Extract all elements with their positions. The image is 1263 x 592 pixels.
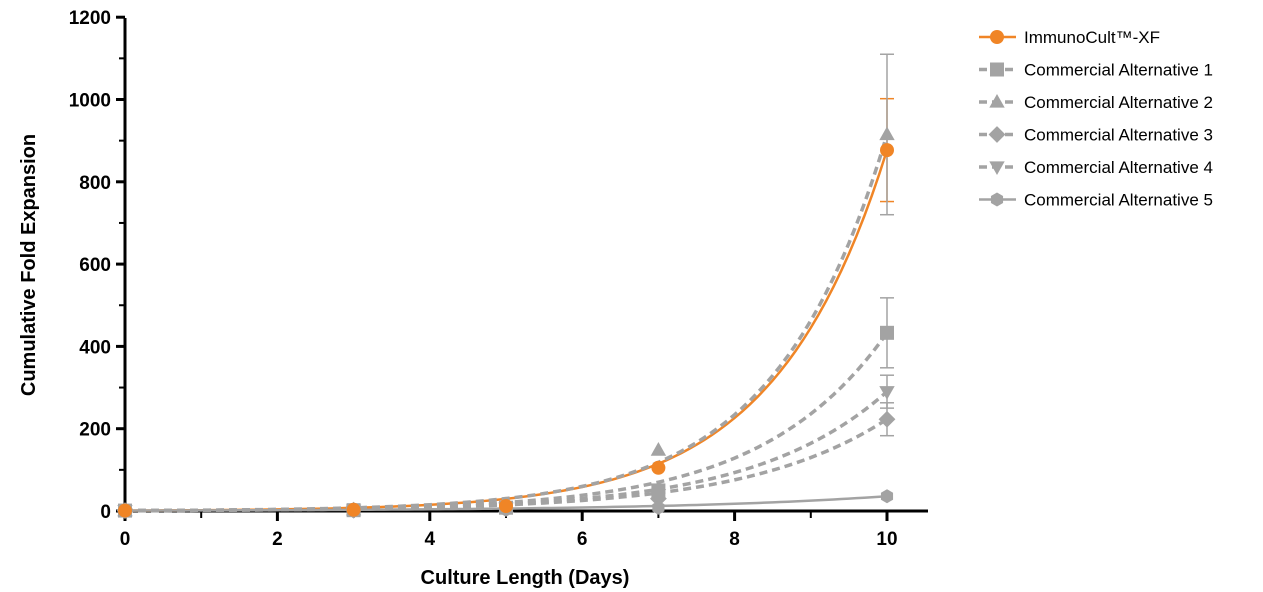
data-point xyxy=(878,410,896,428)
data-point xyxy=(346,502,361,517)
y-tick-label: 200 xyxy=(79,420,111,441)
data-point xyxy=(652,500,665,515)
data-point xyxy=(651,460,666,475)
x-tick-label: 0 xyxy=(120,529,131,550)
legend-label: Commercial Alternative 4 xyxy=(1024,158,1213,177)
fit-curves xyxy=(124,133,889,513)
legend-marker xyxy=(990,192,1004,207)
fit-curve-5 xyxy=(124,390,889,513)
legend-marker xyxy=(989,161,1005,176)
fit-curve-2 xyxy=(124,331,889,513)
x-tick-label: 10 xyxy=(876,529,897,550)
data-point xyxy=(880,489,894,504)
data-point xyxy=(118,503,132,518)
legend-item-4: Commercial Alternative 3 xyxy=(979,126,1213,145)
legend-label: ImmunoCult™-XF xyxy=(1024,28,1160,47)
legend-item-1: ImmunoCult™-XF xyxy=(979,28,1160,47)
legend-item-3: Commercial Alternative 2 xyxy=(979,93,1213,112)
legend-item-2: Commercial Alternative 1 xyxy=(979,61,1213,80)
y-axis-title: Cumulative Fold Expansion xyxy=(18,134,40,396)
x-tick-label: 6 xyxy=(577,529,588,550)
data-point xyxy=(879,126,895,141)
data-point xyxy=(650,488,667,503)
y-tick-label: 1200 xyxy=(69,8,111,29)
x-axis-ticks: 0 2 4 6 8 10 xyxy=(120,511,898,550)
data-point xyxy=(879,386,895,400)
legend-item-5: Commercial Alternative 4 xyxy=(979,158,1213,177)
fit-curve-3 xyxy=(124,133,889,513)
y-axis-ticks: 0 200 400 600 800 1000 1200 xyxy=(69,8,125,523)
legend-label: Commercial Alternative 3 xyxy=(1024,126,1213,145)
legend-label: Commercial Alternative 1 xyxy=(1024,61,1213,80)
y-tick-label: 800 xyxy=(79,173,111,194)
legend: ImmunoCult™-XF Commercial Alternative 1 Co… xyxy=(979,28,1213,210)
x-axis-title: Culture Length (Days) xyxy=(421,567,630,589)
x-tick-label: 2 xyxy=(272,529,283,550)
legend-marker xyxy=(989,93,1005,108)
x-tick-label: 8 xyxy=(729,529,740,550)
data-point xyxy=(880,325,894,340)
fit-curve-1 xyxy=(124,149,889,512)
legend-marker xyxy=(990,62,1004,77)
axes xyxy=(123,18,928,513)
data-point xyxy=(650,442,667,456)
y-tick-label: 400 xyxy=(79,337,111,358)
y-tick-label: 0 xyxy=(100,502,111,523)
legend-label: Commercial Alternative 2 xyxy=(1024,93,1213,112)
legend-marker xyxy=(990,30,1004,44)
data-point xyxy=(499,499,513,514)
data-point xyxy=(880,143,894,158)
error-bars xyxy=(880,53,894,437)
data-points xyxy=(116,126,896,519)
legend-marker xyxy=(988,126,1006,143)
legend-item-6: Commercial Alternative 5 xyxy=(979,191,1213,210)
y-tick-label: 1000 xyxy=(69,91,111,112)
y-tick-label: 600 xyxy=(79,255,111,276)
legend-label: Commercial Alternative 5 xyxy=(1024,191,1213,210)
x-tick-label: 4 xyxy=(425,529,436,550)
